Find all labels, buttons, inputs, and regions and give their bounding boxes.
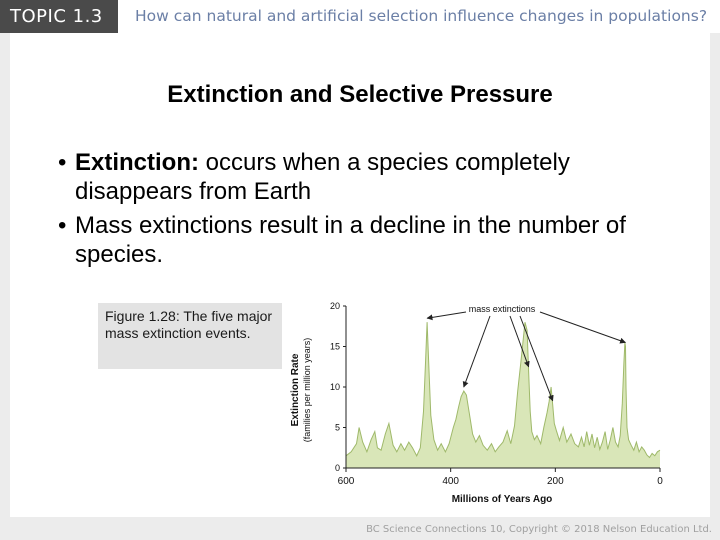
- header-bar: TOPIC 1.3 How can natural and artificial…: [0, 0, 720, 33]
- bullet-dot: •: [58, 212, 67, 239]
- figure-caption: Figure 1.28: The five major mass extinct…: [98, 303, 282, 369]
- y-tick-label: 0: [335, 463, 340, 473]
- y-tick-label: 10: [330, 382, 340, 392]
- copyright-footer: BC Science Connections 10, Copyright © 2…: [366, 524, 712, 535]
- y-tick-label: 5: [335, 423, 340, 433]
- annotation-arrow: [539, 311, 627, 344]
- x-axis-title: Millions of Years Ago: [452, 494, 553, 505]
- extinction-rate-line: [345, 322, 661, 459]
- bullet-bold-term: Extinction:: [75, 149, 199, 176]
- bullet-list: • Extinction: occurs when a species comp…: [58, 148, 678, 274]
- annotation-arrow: [426, 311, 467, 321]
- bullet-item: • Mass extinctions result in a decline i…: [58, 211, 678, 269]
- bullet-text: occurs when a species completely disappe…: [75, 149, 570, 205]
- y-axis-title: Extinction Rate: [290, 353, 301, 426]
- bullet-dot: •: [58, 149, 67, 176]
- y-tick-label: 20: [330, 301, 340, 311]
- x-tick-label: 400: [442, 476, 459, 487]
- annotation-arrow: [519, 315, 554, 402]
- extinction-rate-area: [346, 322, 660, 468]
- x-tick-label: 600: [338, 476, 355, 487]
- bullet-item: • Extinction: occurs when a species comp…: [58, 148, 678, 206]
- x-tick-label: 0: [657, 476, 663, 487]
- annotation-arrow: [462, 315, 491, 388]
- topic-label: TOPIC 1.3: [0, 0, 118, 33]
- slide-title: Extinction and Selective Pressure: [167, 81, 553, 108]
- annotation-arrow: [509, 315, 530, 368]
- bullet-text: Mass extinctions result in a decline in …: [75, 212, 626, 268]
- y-tick-label: 15: [330, 342, 340, 352]
- y-axis-subtitle: (families per million years): [302, 338, 312, 443]
- guiding-question: How can natural and artificial selection…: [135, 7, 708, 25]
- extinction-rate-chart: 0 5 10 15 20 600 400 200 0 Extinction Rate (fami…: [290, 301, 663, 505]
- x-tick-label: 200: [547, 476, 564, 487]
- mass-extinctions-annotation: mass extinctions: [469, 304, 536, 314]
